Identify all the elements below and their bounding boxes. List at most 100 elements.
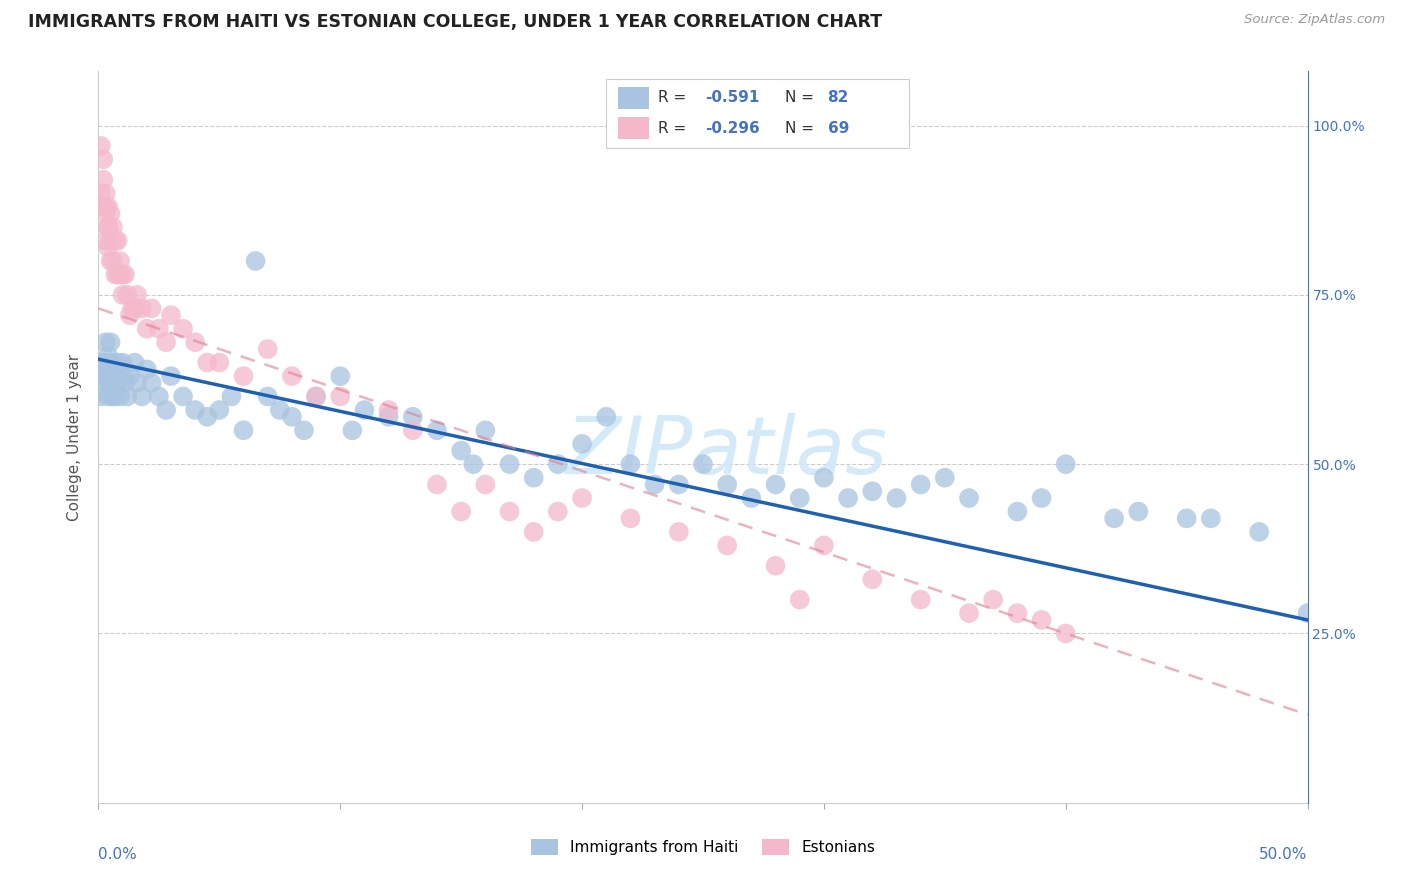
Point	[716, 477, 738, 491]
Point	[498, 457, 520, 471]
Point	[292, 423, 315, 437]
Point	[172, 322, 194, 336]
Point	[148, 389, 170, 403]
Point	[957, 491, 980, 505]
Text: R =: R =	[658, 90, 686, 105]
Point	[571, 491, 593, 505]
Point	[135, 322, 157, 336]
Point	[1102, 511, 1125, 525]
Point	[100, 376, 122, 390]
Point	[245, 254, 267, 268]
Point	[232, 423, 254, 437]
Point	[118, 369, 141, 384]
Point	[281, 409, 304, 424]
Point	[1054, 457, 1077, 471]
Point	[114, 268, 136, 282]
Text: -0.591: -0.591	[706, 90, 759, 105]
Point	[184, 403, 207, 417]
Point	[107, 355, 129, 369]
Text: N =: N =	[785, 121, 814, 136]
Point	[90, 139, 112, 153]
Point	[1007, 606, 1029, 620]
FancyBboxPatch shape	[606, 78, 908, 148]
Point	[221, 389, 243, 403]
Point	[232, 369, 254, 384]
Point	[135, 362, 157, 376]
Point	[111, 355, 134, 369]
Point	[100, 254, 122, 268]
Point	[426, 423, 449, 437]
Point	[94, 200, 117, 214]
Point	[91, 153, 114, 167]
Point	[668, 524, 690, 539]
Point	[523, 471, 546, 485]
Point	[765, 558, 787, 573]
Point	[155, 403, 177, 417]
Point	[595, 409, 617, 424]
Point	[94, 335, 117, 350]
Point	[108, 268, 131, 282]
Point	[148, 322, 170, 336]
Point	[934, 471, 956, 485]
Point	[619, 457, 641, 471]
Point	[837, 491, 859, 505]
Point	[111, 268, 134, 282]
Point	[160, 308, 183, 322]
Point	[1054, 626, 1077, 640]
Point	[813, 538, 835, 552]
Text: 69: 69	[828, 121, 849, 136]
Point	[100, 335, 122, 350]
Point	[108, 389, 131, 403]
Point	[547, 505, 569, 519]
Point	[450, 443, 472, 458]
Point	[860, 572, 883, 586]
Point	[463, 457, 485, 471]
Point	[474, 477, 496, 491]
Point	[107, 234, 129, 248]
Point	[104, 234, 127, 248]
Point	[94, 355, 117, 369]
Point	[402, 409, 425, 424]
Point	[571, 437, 593, 451]
Point	[101, 220, 124, 235]
Point	[269, 403, 291, 417]
Point	[498, 505, 520, 519]
Point	[97, 200, 120, 214]
Point	[124, 301, 146, 316]
Point	[619, 511, 641, 525]
Point	[305, 389, 328, 403]
Text: 0.0%: 0.0%	[98, 847, 138, 862]
Point	[101, 389, 124, 403]
Point	[256, 342, 278, 356]
Point	[813, 471, 835, 485]
Point	[789, 592, 811, 607]
Point	[450, 505, 472, 519]
Point	[118, 308, 141, 322]
Point	[957, 606, 980, 620]
Point	[97, 389, 120, 403]
Bar	[619, 87, 648, 109]
Point	[94, 376, 117, 390]
Point	[740, 491, 762, 505]
Point	[523, 524, 546, 539]
Text: IMMIGRANTS FROM HAITI VS ESTONIAN COLLEGE, UNDER 1 YEAR CORRELATION CHART: IMMIGRANTS FROM HAITI VS ESTONIAN COLLEG…	[28, 13, 882, 31]
Point	[474, 423, 496, 437]
Point	[910, 592, 932, 607]
Point	[97, 349, 120, 363]
Point	[97, 220, 120, 235]
Point	[886, 491, 908, 505]
Point	[90, 186, 112, 201]
Point	[127, 288, 149, 302]
Text: -0.296: -0.296	[706, 121, 761, 136]
Point	[910, 477, 932, 491]
Point	[256, 389, 278, 403]
Point	[104, 389, 127, 403]
Point	[100, 355, 122, 369]
Point	[111, 369, 134, 384]
Point	[141, 376, 163, 390]
Point	[160, 369, 183, 384]
Point	[789, 491, 811, 505]
Point	[195, 355, 218, 369]
Point	[547, 457, 569, 471]
Point	[402, 423, 425, 437]
